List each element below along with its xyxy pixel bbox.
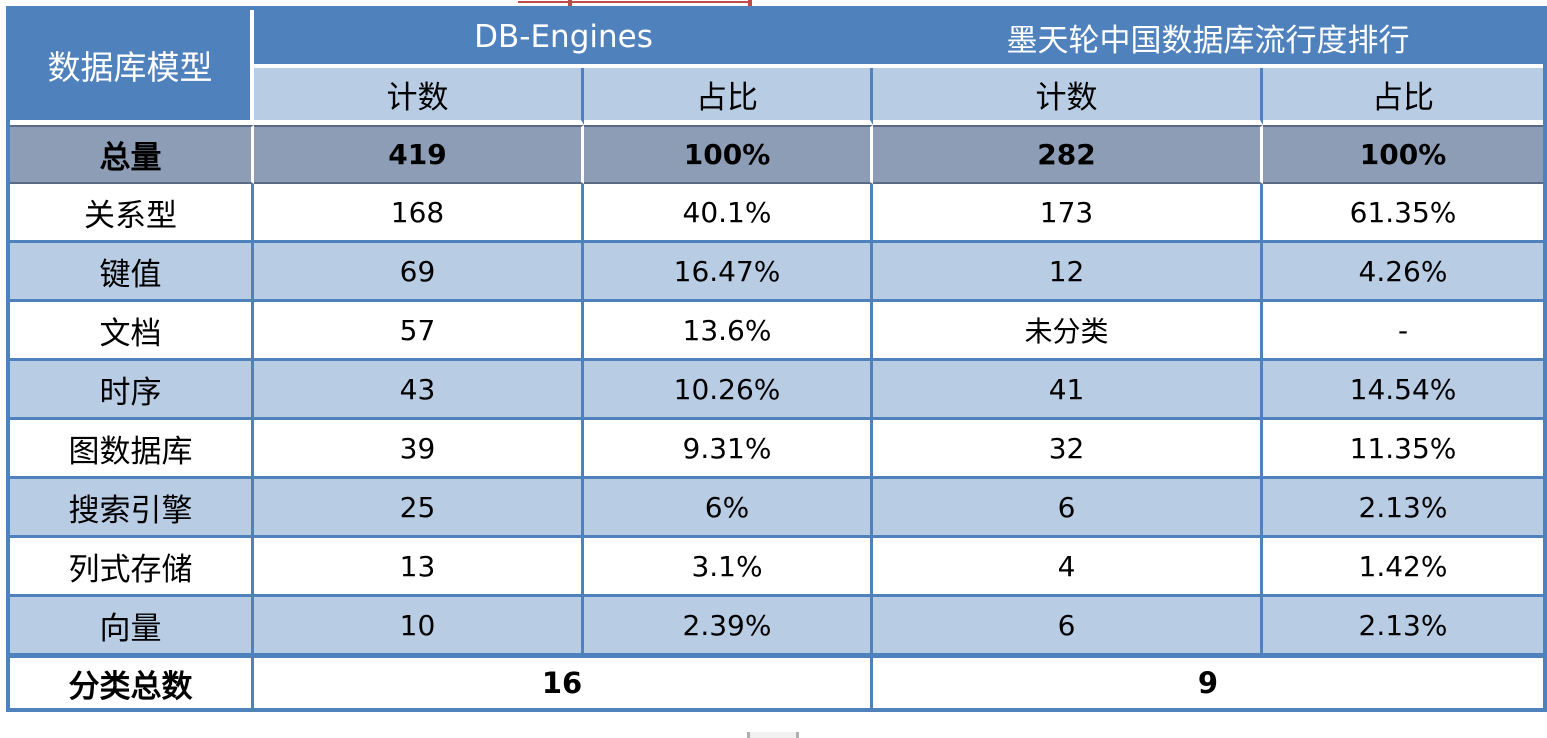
data-cell: 25 [254,479,584,538]
data-cell: 6 [873,479,1264,538]
table-row: 文档 57 13.6% 未分类 - [10,302,1544,361]
scrollbar-thumb-fragment [747,732,799,738]
footer-total-motianlun: 9 [873,656,1544,708]
data-cell: 2.39% [584,597,874,656]
table-row: 向量 10 2.39% 6 2.13% [10,597,1544,656]
row-label: 分类总数 [10,656,254,708]
data-cell: 41 [873,361,1264,420]
row-label: 列式存储 [10,538,254,597]
table-row: 时序 43 10.26% 41 14.54% [10,361,1544,420]
table-row: 关系型 168 40.1% 173 61.35% [10,184,1544,243]
table-footer-row: 分类总数 16 9 [10,656,1544,708]
table-row: 键值 69 16.47% 12 4.26% [10,243,1544,302]
data-cell: 100% [584,125,874,184]
data-cell: 9.31% [584,420,874,479]
row-label: 总量 [10,125,254,184]
subheader-share: 占比 [584,68,874,125]
data-cell: 39 [254,420,584,479]
cropped-text-artifact-tick [568,0,572,7]
data-cell: 2.13% [1263,597,1544,656]
table-row: 总量 419 100% 282 100% [10,125,1544,184]
data-cell: 282 [873,125,1264,184]
data-cell: 16.47% [584,243,874,302]
data-cell: 未分类 [873,302,1264,361]
data-cell: 168 [254,184,584,243]
corner-header: 数据库模型 [10,10,254,125]
data-cell: 32 [873,420,1264,479]
subheader-share: 占比 [1263,68,1544,125]
data-cell: 6% [584,479,874,538]
footer-total-db-engines: 16 [254,656,874,708]
data-cell: 10 [254,597,584,656]
data-cell: 4.26% [1263,243,1544,302]
data-cell: 173 [873,184,1264,243]
table-row: 列式存储 13 3.1% 4 1.42% [10,538,1544,597]
data-cell: 13 [254,538,584,597]
data-cell: 43 [254,361,584,420]
data-cell: 6 [873,597,1264,656]
data-cell: 14.54% [1263,361,1544,420]
cropped-text-artifact [518,1,752,3]
data-cell: 61.35% [1263,184,1544,243]
table-row: 图数据库 39 9.31% 32 11.35% [10,420,1544,479]
data-cell: 40.1% [584,184,874,243]
database-model-comparison-table: 数据库模型 DB-Engines 墨天轮中国数据库流行度排行 计数 占比 计数 … [6,6,1547,712]
data-cell: 11.35% [1263,420,1544,479]
row-label: 搜索引擎 [10,479,254,538]
data-cell: 12 [873,243,1264,302]
data-cell: 4 [873,538,1264,597]
subheader-count: 计数 [254,68,584,125]
data-cell: 100% [1263,125,1544,184]
group-header-db-engines: DB-Engines [254,10,874,68]
data-cell: - [1263,302,1544,361]
table-row: 搜索引擎 25 6% 6 2.13% [10,479,1544,538]
row-label: 向量 [10,597,254,656]
comparison-table-container: 数据库模型 DB-Engines 墨天轮中国数据库流行度排行 计数 占比 计数 … [6,6,1547,712]
row-label: 键值 [10,243,254,302]
data-cell: 10.26% [584,361,874,420]
data-cell: 2.13% [1263,479,1544,538]
group-header-motianlun: 墨天轮中国数据库流行度排行 [873,10,1544,68]
data-cell: 57 [254,302,584,361]
data-cell: 69 [254,243,584,302]
row-label: 时序 [10,361,254,420]
data-cell: 1.42% [1263,538,1544,597]
cropped-text-artifact-tick [748,0,752,7]
row-label: 关系型 [10,184,254,243]
row-label: 文档 [10,302,254,361]
data-cell: 3.1% [584,538,874,597]
data-cell: 13.6% [584,302,874,361]
data-cell: 419 [254,125,584,184]
row-label: 图数据库 [10,420,254,479]
table-body: 总量 419 100% 282 100% 关系型 168 40.1% 173 61.35% 键值 69… [10,125,1544,656]
subheader-count: 计数 [873,68,1264,125]
